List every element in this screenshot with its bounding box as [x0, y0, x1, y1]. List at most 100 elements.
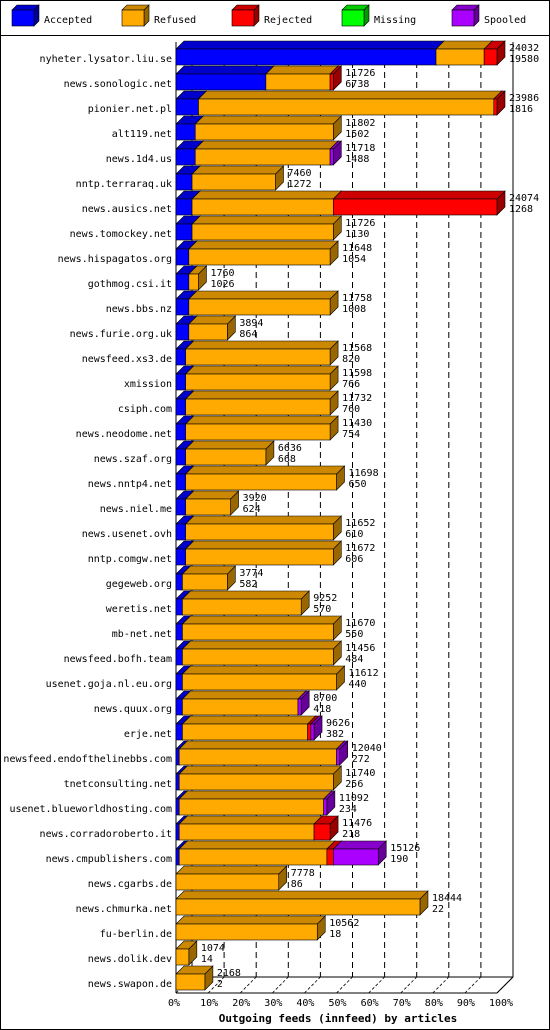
accepted-label: 820 [342, 354, 360, 365]
bar-segment-refused [178, 815, 323, 841]
accepted-label: 1272 [288, 179, 312, 190]
bar-segment-refused [188, 315, 237, 341]
total-label: 11612 [349, 668, 379, 679]
bar-segment-refused [175, 965, 214, 991]
host-label: news.tomockey.net [70, 229, 172, 240]
host-label: usenet.goja.nl.eu.org [46, 679, 172, 690]
total-label: 1760 [210, 268, 234, 279]
bar-segment-rejected [483, 40, 506, 66]
host-label: erje.net [124, 729, 172, 740]
total-label: 11092 [339, 793, 369, 804]
host-label: fu-berlin.de [100, 929, 172, 940]
bar-segment-refused [191, 190, 343, 216]
accepted-label: 754 [342, 429, 360, 440]
bar-segment-refused [181, 615, 343, 641]
accepted-label: 382 [326, 729, 344, 740]
bar-segment-spooled [335, 740, 349, 766]
host-label: news.dolik.dev [88, 954, 172, 965]
host-label: news.furie.org.uk [70, 329, 172, 340]
accepted-label: 1502 [345, 129, 369, 140]
bar-segment-refused [184, 515, 343, 541]
total-label: 8700 [313, 693, 337, 704]
accepted-label: 760 [342, 404, 360, 415]
accepted-label: 440 [349, 679, 367, 690]
accepted-label: 218 [342, 829, 360, 840]
accepted-label: 582 [239, 579, 257, 590]
host-label: gegeweb.org [106, 579, 172, 590]
total-label: 12040 [352, 743, 382, 754]
accepted-label: 14 [201, 954, 213, 965]
legend-label-missing: Missing [374, 15, 416, 26]
bar-segment-refused [265, 65, 339, 91]
accepted-label: 766 [342, 379, 360, 390]
bar-segment-spooled [329, 140, 343, 166]
total-label: 11726 [345, 218, 375, 229]
x-tick-70: 70% [393, 998, 411, 1009]
accepted-label: 1026 [210, 279, 234, 290]
accepted-label: 610 [345, 529, 363, 540]
bar-segment-refused [184, 365, 339, 391]
host-label: weretis.net [106, 604, 172, 615]
bar-segment-rejected [332, 190, 506, 216]
accepted-label: 570 [313, 604, 331, 615]
tick-mark-50 [336, 976, 353, 994]
host-label: nntp.terraraq.uk [76, 179, 172, 190]
host-label: gothmog.csi.it [88, 279, 172, 290]
bar-segment-refused [191, 165, 285, 191]
total-label: 9252 [313, 593, 337, 604]
tick-mark-90 [464, 976, 482, 994]
host-label: newsfeed.bofh.team [64, 654, 172, 665]
tick-mark-80 [432, 976, 450, 994]
x-tick-100: 100% [489, 998, 513, 1009]
accepted-label: 650 [349, 479, 367, 490]
total-label: 11430 [342, 418, 372, 429]
total-label: 11732 [342, 393, 372, 404]
total-label: 18444 [432, 893, 462, 904]
legend-label-refused: Refused [154, 15, 196, 26]
x-tick-20: 20% [232, 998, 250, 1009]
total-label: 11476 [342, 818, 372, 829]
host-label: news.neodome.net [76, 429, 172, 440]
host-label: newsfeed.endofthelinebbs.com [3, 754, 172, 765]
total-label: 23986 [509, 93, 539, 104]
total-label: 9626 [326, 718, 350, 729]
accepted-label: 1488 [345, 154, 369, 165]
legend-swatch-missing [341, 4, 370, 27]
total-label: 7778 [291, 868, 315, 879]
tick-mark-10 [207, 976, 225, 994]
legend-swatch-rejected [231, 4, 260, 27]
total-label: 2168 [217, 968, 241, 979]
accepted-label: 2 [217, 979, 223, 990]
bar-segment-refused [181, 715, 317, 741]
host-label: news.chmurka.net [76, 904, 172, 915]
host-label: news.1d4.us [106, 154, 172, 165]
bar-segment-refused [184, 415, 339, 441]
total-label: 3894 [239, 318, 263, 329]
total-label: 6636 [278, 443, 302, 454]
tick-mark-60 [368, 976, 385, 994]
total-label: 11726 [345, 68, 375, 79]
host-label: news.cgarbs.de [88, 879, 172, 890]
x-tick-0: 0% [168, 998, 180, 1009]
accepted-label: 1268 [509, 204, 533, 215]
total-label: 11758 [342, 293, 372, 304]
accepted-label: 864 [239, 329, 257, 340]
tick-mark-100 [496, 976, 514, 994]
